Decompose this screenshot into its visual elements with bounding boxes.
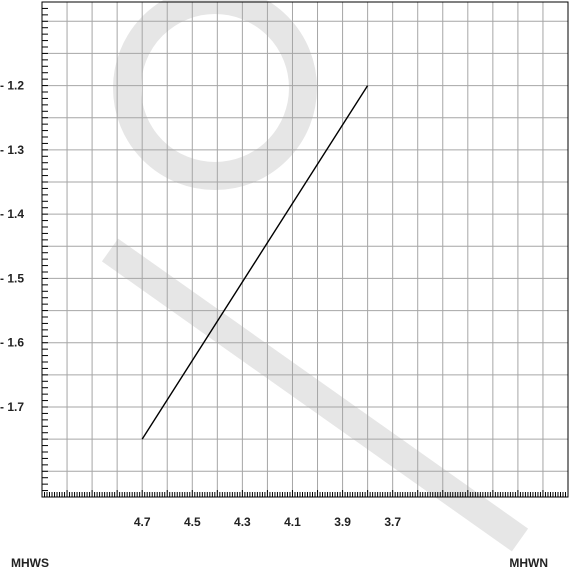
- x-tick-label: 4.5: [184, 515, 201, 529]
- x-tick-label: 4.3: [234, 515, 251, 529]
- minor-ticks: [42, 7, 566, 497]
- series-layer: [141, 85, 369, 440]
- y-tick-labels: - 1.2 - 1.3 - 1.4 - 1.5 - 1.6 - 1.7: [0, 79, 24, 414]
- y-tick-label: - 1.3: [0, 143, 24, 157]
- x-tick-label: 3.9: [334, 515, 351, 529]
- y-tick-label: - 1.2: [0, 79, 24, 93]
- y-tick-label: - 1.5: [0, 271, 24, 285]
- x-tick-label: 4.1: [284, 515, 301, 529]
- x-left-label: MHWS: [11, 556, 49, 570]
- x-tick-label: 4.7: [134, 515, 151, 529]
- y-tick-label: - 1.7: [0, 400, 24, 414]
- y-tick-label: - 1.4: [0, 207, 24, 221]
- x-right-label: MHWN: [509, 556, 548, 570]
- x-tick-label: 3.7: [384, 515, 401, 529]
- watermark-logo: [101, 0, 529, 552]
- y-tick-label: - 1.6: [0, 336, 24, 350]
- plot-frame: [41, 1, 569, 498]
- watermark-ring: [113, 0, 317, 190]
- grid: [42, 2, 568, 497]
- series-line: [141, 85, 369, 440]
- x-tick-labels: 4.7 4.5 4.3 4.1 3.9 3.7: [134, 515, 401, 529]
- watermark-stroke: [101, 238, 529, 552]
